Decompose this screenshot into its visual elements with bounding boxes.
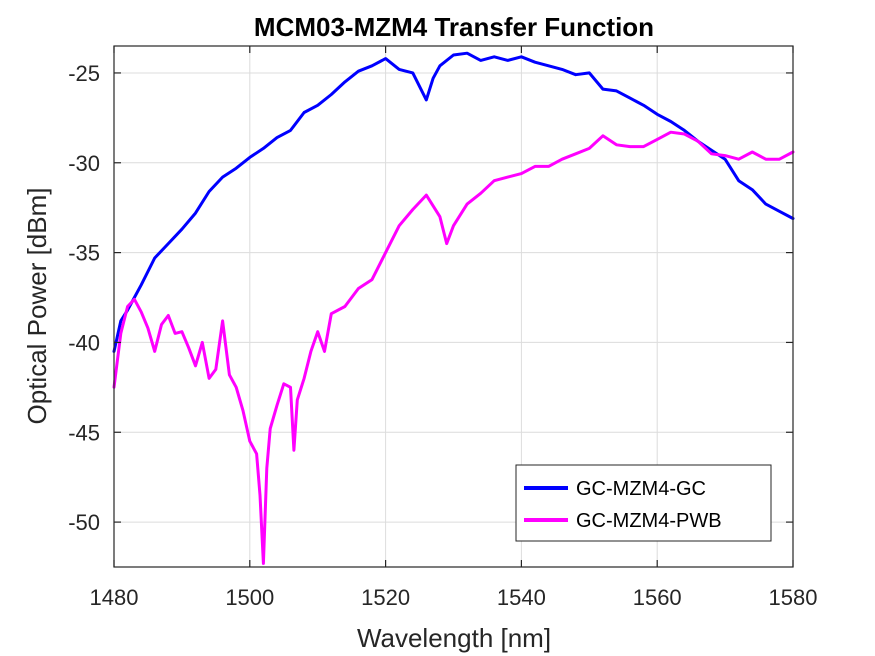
y-tick-label: -50: [68, 510, 100, 535]
x-tick-label: 1580: [769, 585, 818, 610]
legend-box: [515, 464, 772, 542]
legend: GC-MZM4-GC GC-MZM4-PWB: [515, 464, 772, 542]
x-axis-label: Wavelength [nm]: [357, 623, 551, 653]
x-tick-label: 1560: [633, 585, 682, 610]
y-tick-label: -35: [68, 241, 100, 266]
chart-title: MCM03-MZM4 Transfer Function: [254, 12, 654, 42]
x-tick-label: 1520: [361, 585, 410, 610]
series-line-1: [112, 51, 795, 353]
y-tick-label: -45: [68, 420, 100, 445]
series-line-2: [112, 130, 795, 565]
x-tick-label: 1480: [90, 585, 139, 610]
legend-label-2: GC-MZM4-PWB: [576, 510, 722, 532]
legend-label-1: GC-MZM4-GC: [576, 478, 706, 500]
axis-ticks: [113, 46, 794, 567]
y-axis-label: Optical Power [dBm]: [22, 188, 52, 425]
y-tick-label: -30: [68, 151, 100, 176]
x-tick-label: 1540: [497, 585, 546, 610]
y-tick-label: -25: [68, 61, 100, 86]
axes-frame: [113, 45, 794, 568]
y-tick-label: -40: [68, 330, 100, 355]
x-tick-label: 1500: [225, 585, 274, 610]
plot-area: [112, 51, 795, 565]
